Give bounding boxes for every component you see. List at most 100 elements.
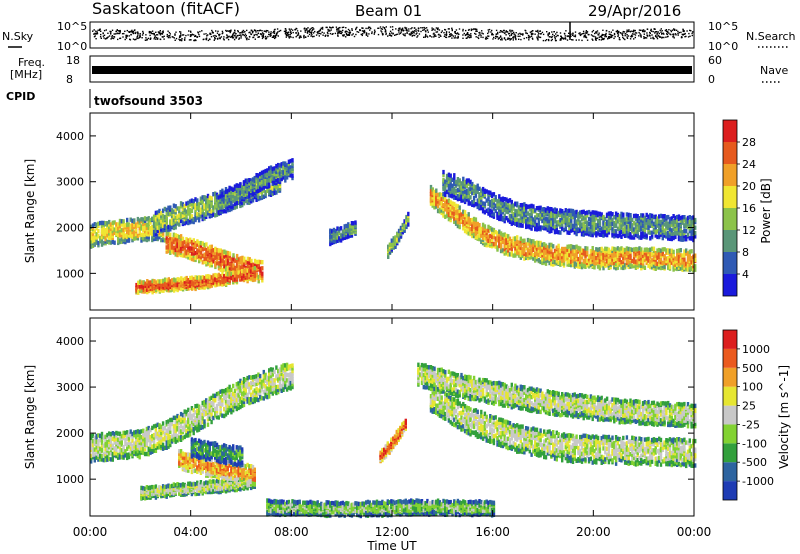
heatmap-cell — [550, 252, 553, 258]
heatmap-cell — [152, 214, 156, 219]
heatmap-cell — [667, 265, 670, 270]
heatmap-cell — [170, 208, 174, 213]
nsky-point — [645, 37, 648, 39]
heatmap-cell — [445, 199, 449, 204]
heatmap-cell — [638, 256, 641, 262]
heatmap-cell — [429, 194, 433, 199]
nsky-point — [327, 30, 329, 32]
heatmap-cell — [214, 283, 217, 288]
heatmap-cell — [347, 228, 350, 233]
nsky-point — [402, 30, 404, 32]
nsky-point — [528, 37, 530, 39]
heatmap-cell — [109, 229, 113, 234]
nsky-point — [503, 37, 506, 39]
heatmap-cell — [650, 246, 654, 251]
heatmap-cell — [289, 169, 292, 174]
heatmap-cell — [237, 257, 241, 262]
heatmap-cell — [235, 263, 239, 269]
nsky-point — [664, 29, 667, 32]
nsky-point — [600, 39, 602, 41]
heatmap-cell — [205, 207, 208, 212]
nsky-point — [539, 36, 542, 39]
heatmap-cell — [435, 204, 438, 209]
heatmap-cell — [176, 282, 179, 288]
nsky-point — [303, 27, 306, 29]
nsky-point — [557, 34, 559, 37]
heatmap-cell — [226, 257, 230, 262]
nsky-point — [130, 30, 132, 33]
heatmap-cell — [600, 255, 603, 260]
heatmap-cell — [580, 264, 584, 270]
heatmap-cell — [109, 240, 113, 245]
heatmap-cell — [679, 265, 682, 270]
heatmap-cell — [251, 179, 255, 185]
heatmap-cell — [661, 247, 664, 252]
heatmap-cell — [478, 204, 481, 209]
nsky-point — [514, 35, 517, 37]
heatmap-cell — [170, 221, 174, 226]
heatmap-cell — [95, 238, 98, 244]
heatmap-cell — [505, 240, 508, 245]
heatmap-cell — [223, 260, 226, 265]
nsky-point — [672, 36, 674, 38]
heatmap-cell — [640, 251, 643, 256]
heatmap-cell — [181, 242, 185, 247]
heatmap-cell — [658, 259, 661, 264]
nsky-point — [495, 29, 498, 32]
nsky-point — [455, 33, 458, 35]
heatmap-cell — [163, 238, 167, 243]
heatmap-cell — [690, 265, 693, 271]
heatmap-cell — [192, 199, 195, 204]
heatmap-cell — [465, 188, 469, 194]
heatmap-cell — [138, 225, 141, 231]
nsky-point — [508, 37, 511, 40]
heatmap-cell — [207, 253, 210, 259]
heatmap-cell — [476, 226, 479, 231]
heatmap-cell — [679, 261, 682, 266]
nsky-point — [306, 29, 308, 31]
heatmap-cell — [562, 249, 566, 254]
nsky-point — [338, 27, 340, 29]
heatmap-cell — [582, 258, 585, 264]
nsky-point — [155, 38, 157, 40]
nsky-point — [635, 32, 638, 34]
heatmap-cell — [190, 256, 194, 262]
nsky-point — [551, 35, 553, 38]
heatmap-cell — [147, 218, 150, 223]
heatmap-cell — [179, 234, 183, 239]
nsky-point — [307, 35, 309, 37]
heatmap-cell — [149, 280, 152, 285]
heatmap-cell — [394, 240, 397, 245]
heatmap-cell — [658, 247, 661, 253]
heatmap-cell — [429, 201, 433, 206]
heatmap-cell — [239, 260, 242, 265]
heatmap-cell — [602, 248, 605, 253]
nsky-point — [553, 35, 555, 37]
nsky-point — [519, 35, 521, 37]
heatmap-cell — [142, 232, 145, 238]
heatmap-cell — [552, 252, 555, 257]
heatmap-cell — [232, 270, 235, 275]
heatmap-cell — [481, 206, 485, 212]
nsky-point — [268, 31, 270, 33]
heatmap-cell — [552, 262, 555, 267]
nsky-point — [415, 28, 417, 31]
heatmap-cell — [480, 191, 483, 196]
heatmap-cell — [489, 203, 492, 208]
heatmap-cell — [453, 195, 456, 200]
nsky-point — [437, 34, 440, 36]
heatmap-cell — [93, 222, 96, 227]
heatmap-cell — [602, 265, 605, 271]
heatmap-cell — [99, 220, 102, 226]
nsky-point — [561, 36, 563, 39]
heatmap-cell — [97, 229, 100, 234]
heatmap-cell — [593, 250, 596, 255]
heatmap-cell — [674, 259, 677, 264]
heatmap-cell — [454, 203, 458, 208]
heatmap-cell — [124, 237, 127, 243]
heatmap-cell — [225, 250, 228, 255]
heatmap-cell — [530, 247, 533, 252]
nsky-point — [361, 33, 364, 35]
nsky-point — [565, 30, 567, 32]
nsky-point — [670, 29, 672, 32]
